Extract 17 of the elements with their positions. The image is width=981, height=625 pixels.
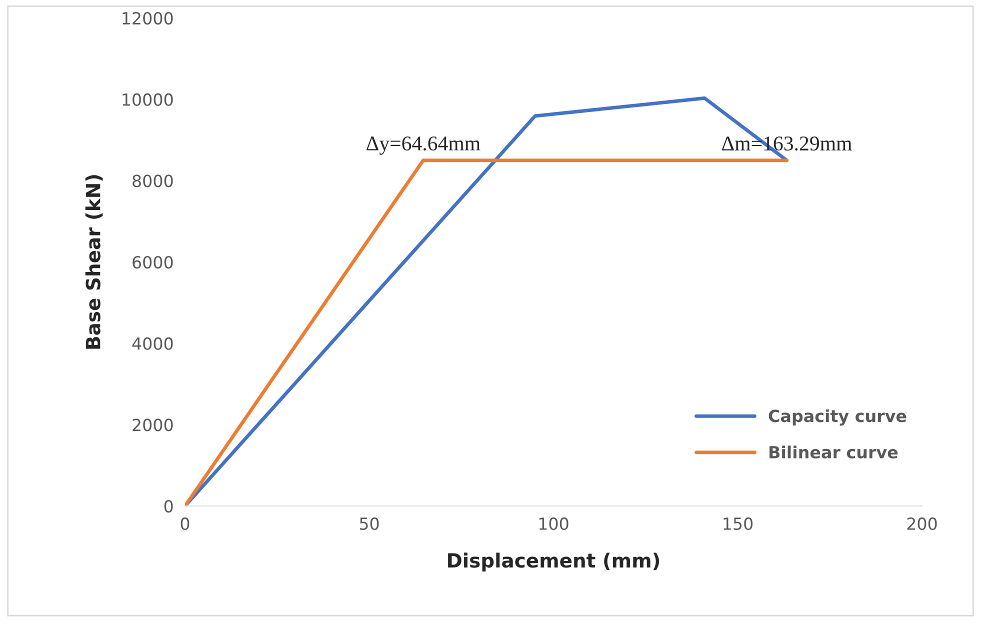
legend-label: Bilinear curve (770, 446, 898, 458)
x-tick-label: 150 (724, 517, 753, 530)
x-tick-label: 200 (907, 517, 937, 530)
x-tick-label: 0 (180, 517, 190, 530)
annotation: Δy=64.64mm (366, 136, 480, 155)
y-tick-label: 0 (164, 500, 173, 513)
y-tick-label: 4000 (132, 337, 173, 350)
x-tick-label: 50 (360, 517, 379, 530)
y-tick-label: 6000 (132, 256, 173, 269)
x-axis-title: Displacement (mm) (448, 552, 660, 572)
y-tick-label: 10000 (122, 93, 173, 106)
y-tick-label: 2000 (132, 418, 173, 432)
y-tick-label: 12000 (122, 12, 173, 25)
y-axis-title: Base Shear (kN) (85, 175, 103, 349)
y-tick-label: 8000 (132, 174, 173, 188)
legend-label: Capacity curve (768, 409, 906, 426)
x-tick-label: 100 (539, 517, 568, 530)
